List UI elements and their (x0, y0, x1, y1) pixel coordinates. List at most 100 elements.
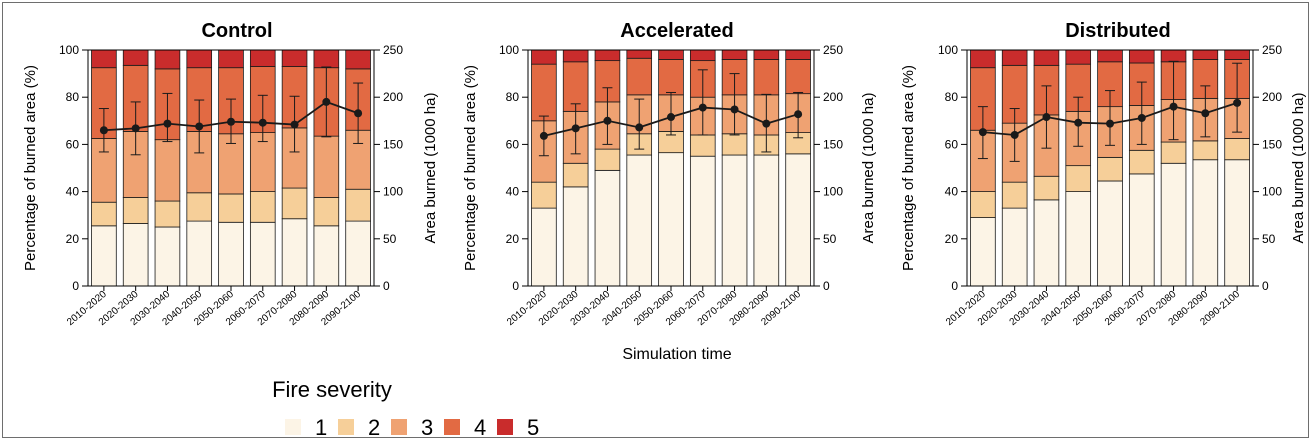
plot-area: 0204060801000501001502002502010-20202020… (938, 43, 1282, 328)
y-tick-label: 0 (951, 279, 958, 293)
legend-items: 1 2 3 4 5 (285, 415, 539, 440)
bar-segment-severity-2 (1160, 141, 1187, 164)
y2-tick-label: 200 (1262, 90, 1282, 104)
bar-segment-severity-5 (1160, 49, 1187, 63)
y-tick-label: 100 (938, 43, 958, 57)
plot-area: 0204060801000501001502002502010-20202020… (59, 43, 403, 328)
bar-segment-severity-5 (154, 49, 181, 70)
bar-segment-severity-1 (218, 221, 244, 287)
area-burned-point (195, 122, 204, 131)
area-burned-point (1042, 113, 1051, 122)
y-axis-right-label: Area burned (1000 ha) (422, 93, 439, 244)
y2-tick-label: 0 (383, 279, 390, 293)
area-burned-point (99, 126, 108, 135)
bar-segment-severity-2 (1128, 149, 1155, 175)
panel-title: Accelerated (620, 20, 733, 42)
bar-segment-severity-1 (721, 154, 748, 287)
bar-segment-severity-1 (1065, 191, 1092, 287)
legend-label-1: 1 (315, 415, 327, 440)
area-burned-point (978, 128, 987, 137)
y-tick-label: 60 (945, 137, 959, 151)
bar-segment-severity-2 (1001, 181, 1028, 209)
y2-tick-label: 50 (383, 232, 397, 246)
y2-tick-label: 100 (383, 185, 403, 199)
bar-segment-severity-2 (281, 187, 308, 220)
y-tick-label: 40 (945, 185, 959, 199)
area-burned-point (635, 123, 644, 132)
y-axis-left-label: Percentage of burned area (%) (22, 65, 39, 271)
bar-segment-severity-4 (785, 59, 811, 95)
area-burned-point (1233, 98, 1242, 107)
y-tick-label: 0 (512, 279, 519, 293)
legend-swatch-1 (285, 419, 301, 435)
y2-tick-label: 250 (823, 43, 843, 57)
bar-segment-severity-1 (1192, 159, 1219, 287)
legend: Fire severity 1 2 3 4 5 (272, 377, 539, 440)
legend-swatch-3 (391, 419, 407, 435)
bar-segment-severity-1 (345, 220, 371, 287)
area-burned-point (227, 117, 235, 126)
plot-area: 0204060801000501001502002502010-20202020… (499, 43, 843, 328)
y2-tick-label: 200 (383, 90, 403, 104)
area-burned-point (1169, 102, 1178, 111)
bar-segment-severity-1 (1128, 173, 1155, 287)
y-tick-label: 80 (66, 90, 80, 104)
bar-segment-severity-1 (154, 226, 181, 287)
bar-segment-severity-5 (721, 49, 748, 60)
bar-segment-severity-5 (562, 49, 589, 63)
bar-segment-severity-5 (218, 49, 244, 69)
bar-segment-severity-2 (970, 191, 996, 218)
y-tick-label: 20 (506, 232, 520, 246)
bar-segment-severity-3 (313, 135, 340, 198)
panel-title: Control (201, 20, 272, 42)
bar-segment-severity-3 (281, 127, 308, 189)
y2-tick-label: 0 (1262, 279, 1269, 293)
y2-tick-label: 200 (823, 90, 843, 104)
bar-segment-severity-5 (1224, 49, 1250, 60)
y-tick-label: 40 (506, 185, 520, 199)
bar-segment-severity-5 (970, 49, 996, 69)
bar-segment-severity-5 (753, 49, 780, 60)
bar-segment-severity-2 (562, 162, 589, 188)
bar-segment-severity-3 (249, 132, 276, 193)
y2-tick-label: 150 (823, 137, 843, 151)
x-axis-title: Simulation time (622, 346, 731, 363)
bar-segment-severity-1 (186, 220, 213, 287)
y2-tick-label: 100 (1262, 185, 1282, 199)
y2-tick-label: 150 (383, 137, 403, 151)
bar-segment-severity-5 (785, 49, 811, 60)
bar-segment-severity-5 (594, 49, 621, 62)
y2-tick-label: 50 (823, 232, 837, 246)
bar-segment-severity-1 (626, 154, 653, 287)
y-tick-label: 80 (945, 90, 959, 104)
bar-segment-severity-5 (345, 49, 371, 70)
bar-segment-severity-5 (1192, 49, 1219, 60)
y-tick-label: 20 (945, 232, 959, 246)
bar-segment-severity-5 (658, 49, 684, 60)
area-burned-point (1074, 118, 1083, 127)
area-burned-point (354, 109, 363, 118)
area-burned-point (1106, 119, 1114, 128)
bar-segment-severity-1 (249, 221, 276, 287)
panel-accelerated: Accelerated Percentage of burned area (%… (462, 20, 877, 328)
bar-segment-severity-2 (1065, 165, 1092, 192)
bar-segment-severity-1 (1097, 180, 1123, 287)
bar-segment-severity-1 (281, 218, 308, 287)
legend-swatch-4 (444, 419, 460, 435)
bar-segment-severity-5 (122, 49, 149, 66)
bar-segment-severity-5 (626, 49, 653, 59)
y-tick-label: 60 (66, 137, 80, 151)
bar-segment-severity-5 (1097, 49, 1123, 63)
bar-segment-severity-2 (1192, 140, 1219, 161)
bar-segment-severity-5 (91, 49, 117, 69)
bar-segment-severity-2 (218, 193, 244, 223)
bar-segment-severity-4 (658, 59, 684, 96)
area-burned-point (667, 113, 675, 122)
y2-tick-label: 50 (1262, 232, 1276, 246)
y2-tick-label: 250 (383, 43, 403, 57)
bar-segment-severity-5 (531, 49, 557, 65)
bar-segment-severity-3 (218, 133, 244, 195)
y-tick-label: 20 (66, 232, 80, 246)
bar-segment-severity-2 (154, 200, 181, 228)
bar-segment-severity-2 (721, 133, 748, 156)
